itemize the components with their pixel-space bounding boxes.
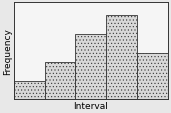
- Bar: [106, 16, 137, 99]
- Bar: [14, 81, 45, 99]
- X-axis label: Interval: Interval: [73, 101, 108, 110]
- Bar: [75, 35, 106, 99]
- Bar: [137, 53, 168, 99]
- Bar: [45, 62, 75, 99]
- Y-axis label: Frequency: Frequency: [3, 28, 12, 75]
